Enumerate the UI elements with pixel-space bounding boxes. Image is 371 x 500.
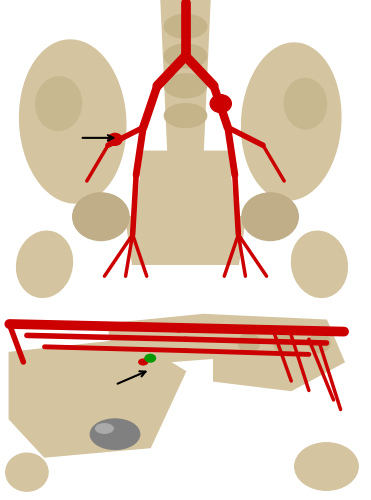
Ellipse shape	[164, 14, 207, 38]
Ellipse shape	[164, 44, 207, 68]
Ellipse shape	[242, 193, 298, 240]
Ellipse shape	[139, 359, 148, 365]
Ellipse shape	[91, 419, 140, 450]
Ellipse shape	[273, 334, 295, 352]
Polygon shape	[136, 151, 235, 240]
Ellipse shape	[292, 231, 347, 298]
Ellipse shape	[295, 443, 358, 490]
Ellipse shape	[73, 193, 129, 240]
Polygon shape	[9, 339, 186, 457]
Ellipse shape	[6, 453, 48, 491]
Ellipse shape	[164, 104, 207, 128]
Ellipse shape	[242, 43, 341, 200]
Ellipse shape	[36, 77, 82, 130]
Ellipse shape	[17, 231, 72, 298]
Ellipse shape	[20, 40, 126, 203]
Ellipse shape	[108, 134, 122, 145]
Ellipse shape	[164, 74, 207, 98]
Ellipse shape	[96, 424, 113, 433]
Ellipse shape	[239, 334, 260, 352]
Ellipse shape	[210, 94, 232, 112]
Ellipse shape	[284, 78, 326, 129]
Polygon shape	[203, 314, 344, 390]
Ellipse shape	[145, 354, 155, 362]
Polygon shape	[161, 0, 210, 151]
Polygon shape	[108, 314, 214, 366]
Polygon shape	[126, 216, 246, 264]
Ellipse shape	[309, 334, 330, 352]
